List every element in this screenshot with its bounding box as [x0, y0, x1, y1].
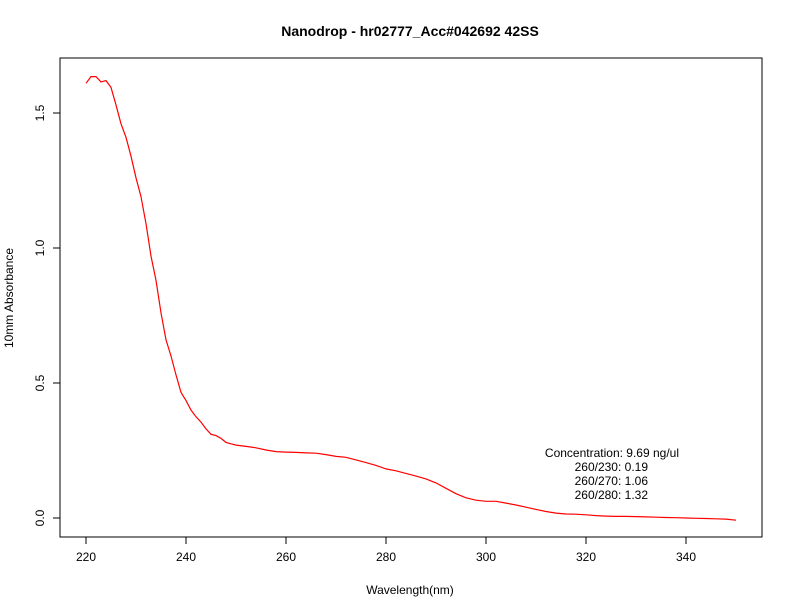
- x-axis-label: Wavelength(nm): [366, 583, 454, 597]
- x-tick-label: 340: [676, 550, 696, 564]
- ratio-260-280-annotation: 260/280: 1.32: [575, 488, 649, 502]
- plot-frame: [59, 57, 763, 538]
- x-tick-label: 220: [76, 550, 96, 564]
- y-tick-label: 1.0: [33, 239, 47, 256]
- concentration-annotation: Concentration: 9.69 ng/ul: [545, 446, 679, 460]
- x-tick-label: 240: [176, 550, 196, 564]
- stats-annotation: Concentration: 9.69 ng/ul 260/230: 0.19 …: [545, 446, 679, 502]
- ratio-260-230-annotation: 260/230: 0.19: [575, 460, 649, 474]
- x-tick-label: 300: [476, 550, 496, 564]
- y-tick-label: 0.5: [33, 374, 47, 391]
- y-axis-label: 10mm Absorbance: [2, 248, 16, 348]
- absorbance-line: [85, 76, 737, 521]
- y-tick-label: 1.5: [33, 104, 47, 121]
- y-tick-label: 0.0: [33, 509, 47, 526]
- y-axis: 0.0 0.5 1.0 1.5: [33, 104, 60, 526]
- x-tick-label: 260: [276, 550, 296, 564]
- x-tick-label: 280: [376, 550, 396, 564]
- x-tick-label: 320: [576, 550, 596, 564]
- chart-title: Nanodrop - hr02777_Acc#042692 42SS: [281, 23, 539, 39]
- x-axis: 220 240 260 280 300 320 340: [76, 537, 696, 564]
- ratio-260-270-annotation: 260/270: 1.06: [575, 474, 649, 488]
